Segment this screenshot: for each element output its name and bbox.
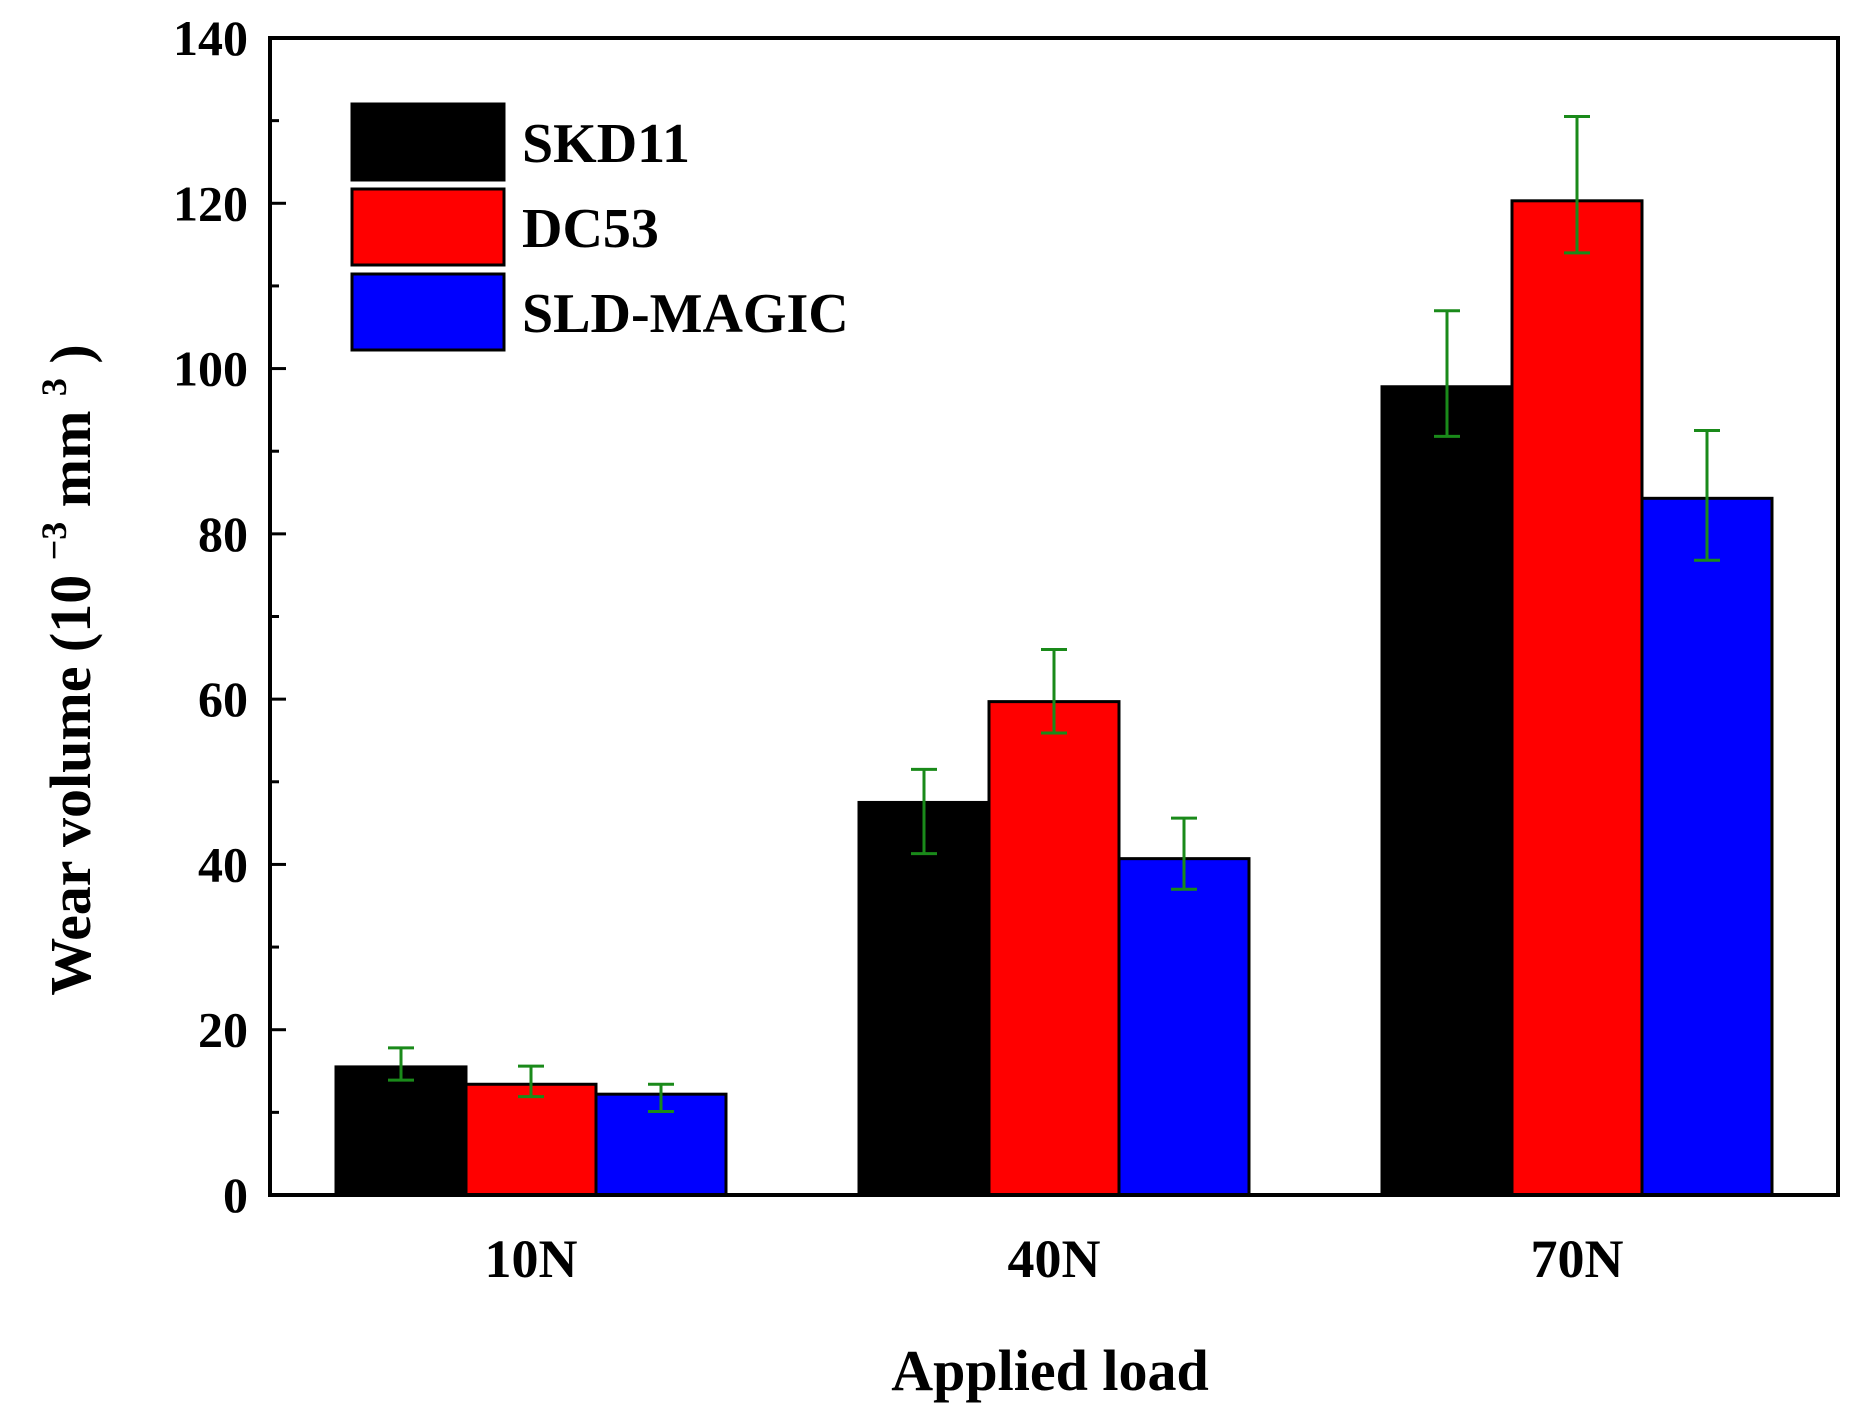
bar-skd11-40n xyxy=(857,800,991,1197)
y-axis-title-main: Wear volume (10 xyxy=(38,575,103,996)
error-bar-dc53-10n xyxy=(518,1064,544,1099)
error-bars-layer xyxy=(388,115,1720,1114)
legend-swatch-sld-magic xyxy=(350,272,506,352)
legend-label-skd11: SKD11 xyxy=(522,113,690,175)
bar-dc53-40n xyxy=(987,700,1121,1197)
y-tick-label: 120 xyxy=(173,175,248,231)
error-bar-dc53-40n xyxy=(1041,648,1067,735)
x-category-label: 70N xyxy=(1531,1229,1624,1289)
error-bar-skd11-10n xyxy=(388,1046,414,1082)
legend-label-dc53: DC53 xyxy=(522,198,659,260)
y-axis-title-unit-exponent: 3 xyxy=(34,378,74,396)
y-axis-title: Wear volume (10 −3 mm 3 ) xyxy=(14,344,103,995)
y-tick-label: 0 xyxy=(223,1167,248,1223)
y-tick-label: 140 xyxy=(173,10,248,66)
legend-swatch-skd11 xyxy=(350,102,506,182)
y-tick-label: 100 xyxy=(173,341,248,397)
x-category-labels: 10N 40N 70N xyxy=(485,1229,1624,1289)
y-tick-label: 60 xyxy=(198,671,248,727)
bar-sld-magic-40n xyxy=(1117,857,1251,1197)
legend-swatch-dc53 xyxy=(350,187,506,267)
error-bar-skd11-70n xyxy=(1434,309,1460,438)
y-tick-label: 20 xyxy=(198,1002,248,1058)
error-bar-dc53-70n xyxy=(1564,115,1590,255)
y-axis-title-close: ) xyxy=(38,344,103,363)
x-axis-title: Applied load xyxy=(891,1338,1209,1403)
y-axis-title-unit: mm xyxy=(38,411,103,508)
error-bar-sld-magic-70n xyxy=(1694,429,1720,562)
bars-layer xyxy=(334,199,1774,1197)
y-tick-label: 40 xyxy=(198,836,248,892)
x-category-label: 10N xyxy=(485,1229,578,1289)
x-category-label: 40N xyxy=(1008,1229,1101,1289)
bar-dc53-10n xyxy=(464,1082,598,1197)
error-bar-skd11-40n xyxy=(911,767,937,856)
y-axis-title-exponent: −3 xyxy=(34,522,74,561)
bar-sld-magic-70n xyxy=(1640,496,1774,1197)
y-tick-label: 80 xyxy=(198,506,248,562)
bar-dc53-70n xyxy=(1510,199,1644,1197)
error-bar-sld-magic-40n xyxy=(1171,816,1197,891)
bar-skd11-70n xyxy=(1380,385,1514,1197)
legend: SKD11 DC53 SLD-MAGIC xyxy=(350,102,849,352)
legend-label-sld-magic: SLD-MAGIC xyxy=(522,283,849,345)
bar-skd11-10n xyxy=(334,1065,468,1197)
error-bar-sld-magic-10n xyxy=(648,1082,674,1114)
y-ticks: 0 20 40 60 80 100 120 140 xyxy=(173,10,286,1223)
